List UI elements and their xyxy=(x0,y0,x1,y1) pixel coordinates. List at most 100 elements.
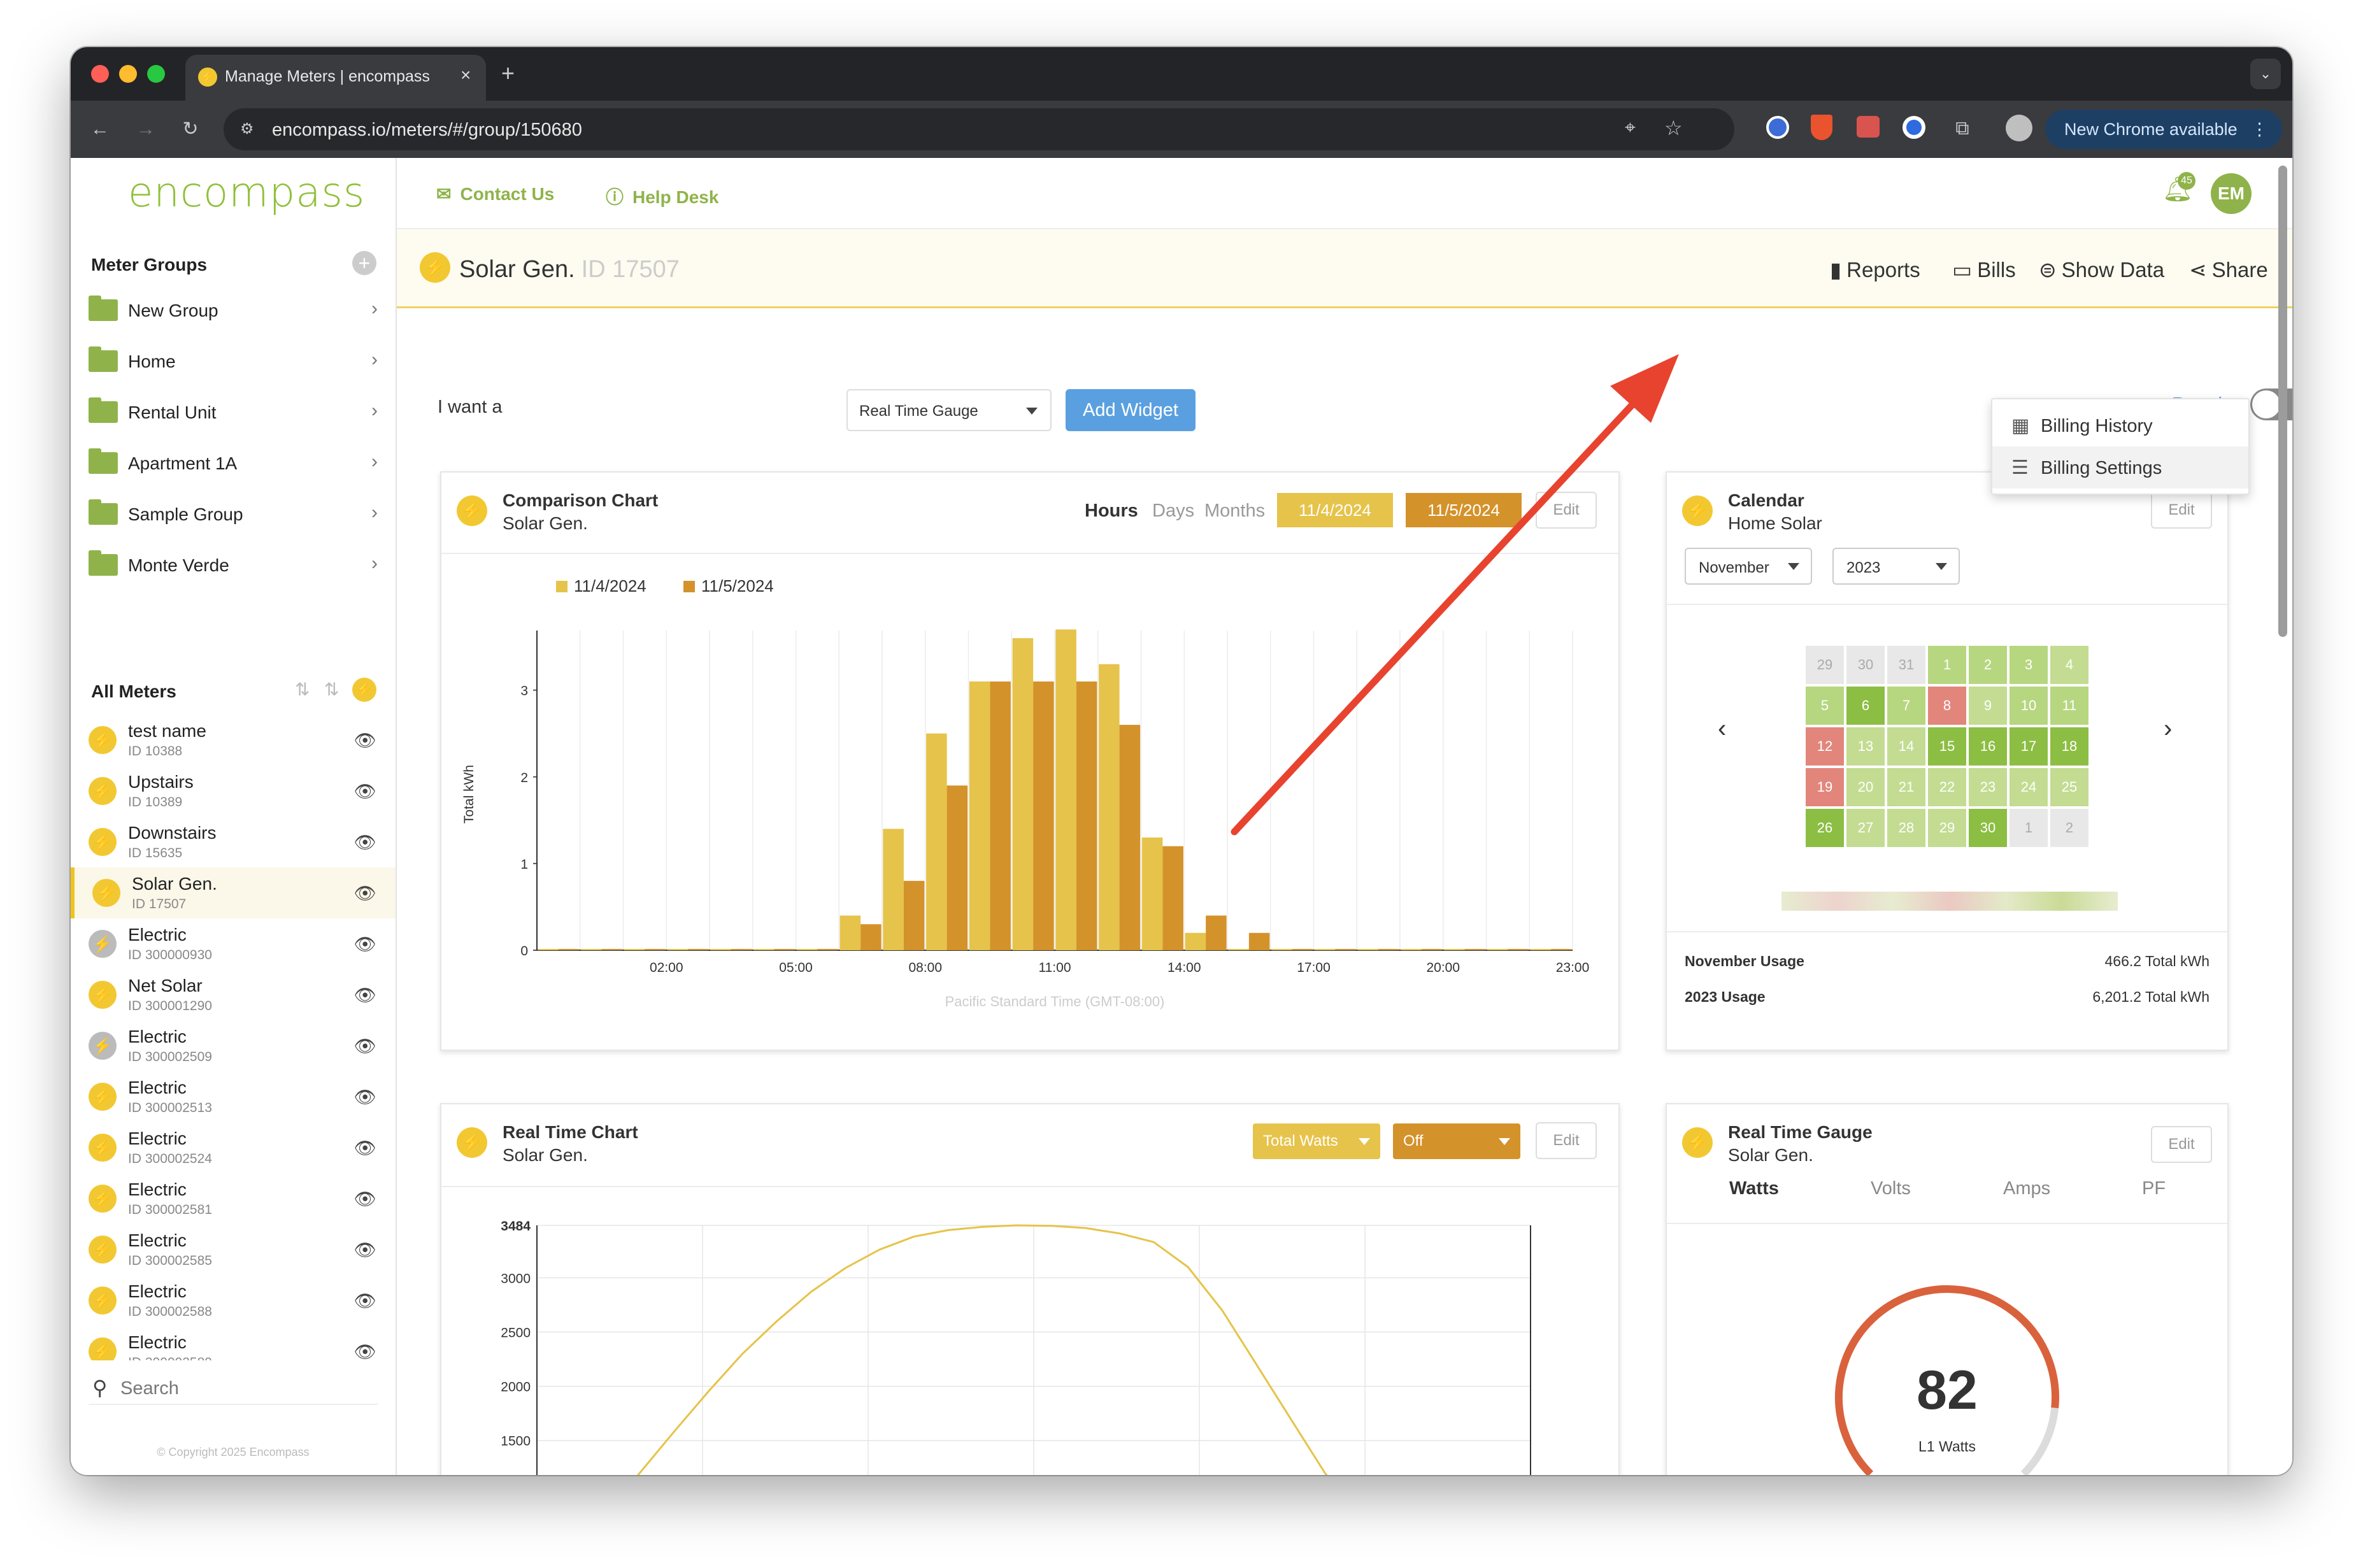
forward-icon[interactable]: → xyxy=(136,118,155,139)
bar[interactable] xyxy=(969,681,990,950)
bar[interactable] xyxy=(1012,638,1034,950)
visibility-toggle-icon[interactable]: 👁︎ xyxy=(353,781,376,801)
visibility-toggle-icon[interactable]: 👁︎ xyxy=(353,1087,376,1107)
bar[interactable] xyxy=(710,949,731,950)
widget-type-select[interactable]: Real Time Gauge xyxy=(846,389,1052,431)
period-days[interactable]: Days xyxy=(1152,501,1195,521)
calendar-day[interactable]: 19 xyxy=(1806,768,1844,806)
page-scrollbar-thumb[interactable] xyxy=(2278,166,2287,637)
calendar-day[interactable]: 6 xyxy=(1846,687,1885,725)
group-item[interactable]: Rental Unit › xyxy=(71,387,396,438)
profile-avatar-icon[interactable] xyxy=(2006,115,2032,141)
close-window-button[interactable] xyxy=(91,65,109,83)
calendar-day[interactable]: 17 xyxy=(2010,727,2048,766)
menu-item-billing-settings[interactable]: ☰ Billing Settings xyxy=(1992,446,2248,488)
visibility-toggle-icon[interactable]: 👁︎ xyxy=(353,1291,376,1311)
edit-button[interactable]: Edit xyxy=(2151,492,2212,529)
legend-label[interactable]: 11/4/2024 xyxy=(574,576,646,595)
browser-tab[interactable]: ⚡ Manage Meters | encompass × xyxy=(185,55,486,101)
calendar-day[interactable]: 2 xyxy=(2050,809,2088,847)
kebab-menu-icon[interactable]: ⋮ xyxy=(2251,120,2268,139)
bar[interactable] xyxy=(860,924,882,950)
bar[interactable] xyxy=(1162,846,1183,950)
bar[interactable] xyxy=(1421,949,1443,950)
group-item[interactable]: Sample Group › xyxy=(71,489,396,540)
bills-button[interactable]: ▭ Bills xyxy=(1952,257,2016,282)
bar[interactable] xyxy=(645,949,666,950)
extension-circle-icon[interactable] xyxy=(1903,116,1925,139)
group-item[interactable]: Monte Verde › xyxy=(71,540,396,591)
compare-select[interactable]: Off xyxy=(1393,1123,1520,1159)
calendar-day[interactable]: 20 xyxy=(1846,768,1885,806)
next-month-icon[interactable]: › xyxy=(2164,715,2173,743)
edit-button[interactable]: Edit xyxy=(2151,1126,2212,1163)
password-manager-icon[interactable] xyxy=(1766,116,1789,139)
calendar-day[interactable]: 22 xyxy=(1928,768,1966,806)
back-icon[interactable]: ← xyxy=(90,118,110,139)
app-logo[interactable]: encompass xyxy=(128,169,366,217)
visibility-toggle-icon[interactable]: 👁︎ xyxy=(353,1036,376,1056)
zoom-window-button[interactable] xyxy=(147,65,165,83)
bar[interactable] xyxy=(1248,932,1270,950)
bar[interactable] xyxy=(581,949,602,950)
calendar-day[interactable]: 2 xyxy=(1969,646,2007,684)
contact-us-link[interactable]: ✉ Contact Us xyxy=(436,183,554,204)
meter-item[interactable]: ⚡ Electric ID 300002524 👁︎ xyxy=(71,1122,396,1173)
calendar-day[interactable]: 5 xyxy=(1806,687,1844,725)
bar[interactable] xyxy=(753,949,775,950)
meter-item[interactable]: ⚡ Electric ID 300000930 👁︎ xyxy=(71,918,396,969)
tab-amps[interactable]: Amps xyxy=(2003,1178,2051,1199)
meter-item[interactable]: ⚡ Electric ID 300002509 👁︎ xyxy=(71,1020,396,1071)
bar[interactable] xyxy=(1314,949,1336,950)
month-select[interactable]: November xyxy=(1685,548,1812,585)
calendar-day[interactable]: 23 xyxy=(1969,768,2007,806)
visibility-toggle-icon[interactable]: 👁︎ xyxy=(353,731,376,750)
period-months[interactable]: Months xyxy=(1204,501,1266,521)
visibility-toggle-icon[interactable]: 👁︎ xyxy=(353,985,376,1005)
visibility-toggle-icon[interactable]: 👁︎ xyxy=(353,1138,376,1158)
bar[interactable] xyxy=(1464,949,1486,950)
meter-item[interactable]: ⚡ Electric ID 300002581 👁︎ xyxy=(71,1173,396,1224)
add-group-icon[interactable]: + xyxy=(352,251,376,275)
meter-item[interactable]: ⚡ Electric ID 300002589 👁︎ xyxy=(71,1326,396,1360)
tab-search-icon[interactable]: ⌄ xyxy=(2250,59,2281,89)
bar[interactable] xyxy=(1487,949,1508,950)
bar[interactable] xyxy=(688,949,709,950)
date2-chip[interactable]: 11/5/2024 xyxy=(1406,493,1522,527)
site-info-icon[interactable]: ⚙ xyxy=(240,120,254,138)
bar[interactable] xyxy=(796,949,818,950)
bar[interactable] xyxy=(1119,725,1141,950)
bar[interactable] xyxy=(1530,949,1552,950)
location-icon[interactable]: ⌖ xyxy=(1625,117,1636,138)
bookmark-star-icon[interactable]: ☆ xyxy=(1664,117,1683,139)
add-widget-button[interactable]: Add Widget xyxy=(1066,389,1196,431)
meter-item[interactable]: ⚡ Downstairs ID 15635 👁︎ xyxy=(71,816,396,867)
group-item[interactable]: Home › xyxy=(71,336,396,387)
bar[interactable] xyxy=(903,881,925,950)
extensions-puzzle-icon[interactable]: ⧉ xyxy=(1955,118,1969,139)
visibility-toggle-icon[interactable]: 👁︎ xyxy=(353,1240,376,1260)
meter-item[interactable]: ⚡ Electric ID 300002585 👁︎ xyxy=(71,1224,396,1275)
bar[interactable] xyxy=(1401,949,1422,950)
calendar-day[interactable]: 16 xyxy=(1969,727,2007,766)
bar[interactable] xyxy=(883,829,904,950)
bar[interactable] xyxy=(1228,949,1249,950)
visibility-toggle-icon[interactable]: 👁︎ xyxy=(353,883,376,903)
tab-watts[interactable]: Watts xyxy=(1729,1178,1779,1199)
reports-button[interactable]: ▮ Reports xyxy=(1830,257,1920,282)
meter-item[interactable]: ⚡ Solar Gen. ID 17507 👁︎ xyxy=(71,867,396,918)
power-series-line[interactable] xyxy=(537,1224,1531,1475)
bar[interactable] xyxy=(1271,949,1292,950)
show-data-button[interactable]: ⊜ Show Data xyxy=(2039,257,2164,282)
new-tab-icon[interactable]: + xyxy=(501,60,515,86)
menu-item-billing-history[interactable]: ▦ Billing History xyxy=(1992,404,2248,446)
calendar-day[interactable]: 30 xyxy=(1969,809,2007,847)
bar[interactable] xyxy=(817,949,838,950)
minimize-window-button[interactable] xyxy=(119,65,137,83)
sort-desc-icon[interactable]: ⇅ xyxy=(324,680,339,699)
bar[interactable] xyxy=(667,949,689,950)
group-item[interactable]: New Group › xyxy=(71,285,396,336)
visibility-toggle-icon[interactable]: 👁︎ xyxy=(353,832,376,852)
calendar-day[interactable]: 28 xyxy=(1887,809,1925,847)
measure-select[interactable]: Total Watts xyxy=(1253,1123,1380,1159)
